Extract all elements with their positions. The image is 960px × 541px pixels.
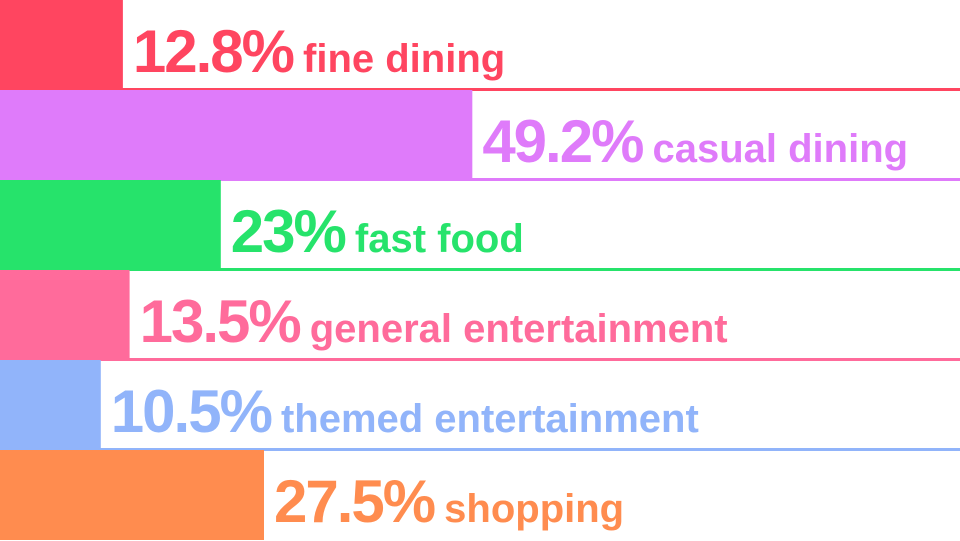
row-divider-casual-dining [0, 178, 960, 181]
bar-general-entertainment [0, 270, 130, 360]
category-label: fine dining [303, 37, 505, 81]
bar-row-casual-dining: 49.2% casual dining [0, 90, 960, 181]
row-divider-fine-dining [0, 88, 960, 91]
bar-fast-food [0, 180, 221, 270]
value-label: 12.8% [133, 18, 294, 85]
bar-label-general-entertainment: 13.5% general entertainment [140, 288, 728, 355]
value-label: 23% [231, 198, 346, 265]
bar-themed-entertainment [0, 360, 101, 450]
bar-label-themed-entertainment: 10.5% themed entertainment [111, 378, 699, 445]
bar-label-casual-dining: 49.2% casual dining [482, 108, 908, 175]
bar-label-fine-dining: 12.8% fine dining [133, 18, 505, 85]
row-divider-themed-entertainment [0, 448, 960, 451]
bar-label-shopping: 27.5% shopping [274, 468, 624, 535]
bar-casual-dining [0, 90, 473, 180]
category-label: general entertainment [310, 307, 728, 351]
bar-row-general-entertainment: 13.5% general entertainment [0, 270, 960, 361]
bar-row-shopping: 27.5% shopping [0, 450, 624, 540]
category-label: shopping [444, 487, 624, 531]
row-divider-general-entertainment [0, 358, 960, 361]
value-label: 27.5% [274, 468, 435, 535]
category-label: casual dining [652, 127, 908, 171]
row-divider-fast-food [0, 268, 960, 271]
value-label: 13.5% [140, 288, 301, 355]
bar-shopping [0, 450, 264, 540]
bar-row-themed-entertainment: 10.5% themed entertainment [0, 360, 960, 451]
bar-row-fine-dining: 12.8% fine dining [0, 0, 960, 91]
category-label: fast food [355, 217, 524, 261]
value-label: 10.5% [111, 378, 272, 445]
bar-label-fast-food: 23% fast food [231, 198, 524, 265]
bar-row-fast-food: 23% fast food [0, 180, 960, 271]
value-label: 49.2% [482, 108, 643, 175]
category-label: themed entertainment [281, 397, 699, 441]
bar-fine-dining [0, 0, 123, 90]
